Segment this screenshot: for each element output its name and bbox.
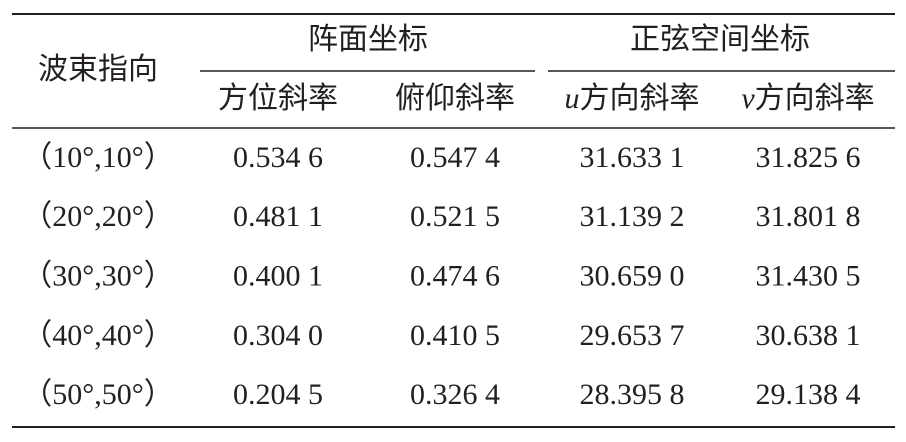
column-label: 方向斜率 — [755, 82, 875, 115]
column-header: 俯仰斜率 — [395, 82, 515, 115]
column-header: 方位斜率 — [218, 82, 338, 115]
cell: 0.304 0 — [233, 319, 323, 352]
cell: 29.653 7 — [580, 319, 685, 352]
cell: 0.547 4 — [410, 141, 500, 174]
cell: 29.138 4 — [756, 378, 861, 411]
cell: 0.481 1 — [233, 200, 323, 233]
row-label: （50°,50°） — [22, 378, 174, 411]
row-label: （10°,10°） — [22, 141, 174, 174]
cell: 31.430 5 — [756, 259, 861, 292]
column-header: u方向斜率 — [565, 82, 700, 115]
group-header: 阵面坐标 — [308, 23, 428, 56]
row-label: （40°,40°） — [22, 319, 174, 352]
cell: 0.326 4 — [410, 378, 500, 411]
cell: 31.801 8 — [756, 200, 861, 233]
variable: u — [565, 82, 580, 115]
column-header: v方向斜率 — [741, 82, 874, 115]
row-label: （30°,30°） — [22, 259, 174, 292]
cell: 28.395 8 — [580, 378, 685, 411]
column-label: 方向斜率 — [580, 82, 700, 115]
row-header: 波束指向 — [38, 53, 158, 86]
cell: 0.474 6 — [410, 259, 500, 292]
cell: 30.638 1 — [756, 319, 861, 352]
cell: 0.204 5 — [233, 378, 323, 411]
cell: 31.825 6 — [756, 141, 861, 174]
cell: 31.139 2 — [580, 200, 685, 233]
cell: 31.633 1 — [580, 141, 685, 174]
cell: 0.410 5 — [410, 319, 500, 352]
cell: 0.400 1 — [233, 259, 323, 292]
cell: 30.659 0 — [580, 259, 685, 292]
group-header: 正弦空间坐标 — [630, 23, 810, 56]
cell: 0.521 5 — [410, 200, 500, 233]
row-label: （20°,20°） — [22, 200, 174, 233]
variable: v — [741, 82, 755, 115]
cell: 0.534 6 — [233, 141, 323, 174]
